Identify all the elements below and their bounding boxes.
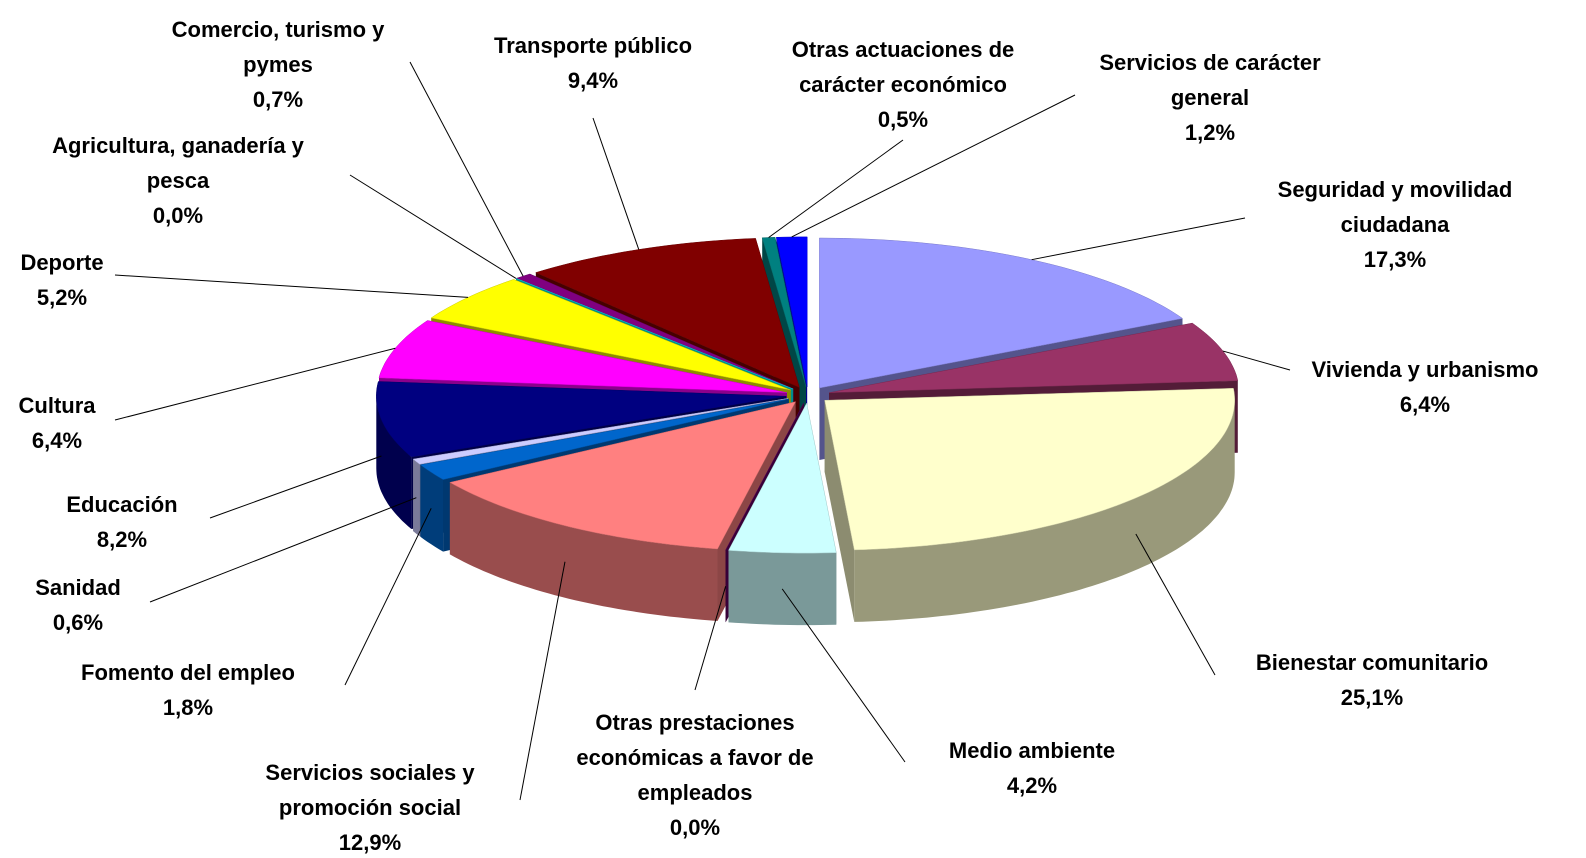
slice-top (725, 402, 805, 551)
slice (728, 402, 837, 626)
slice-value-label: 0,6% (52, 610, 104, 635)
slice-label: Otras prestaciones económicas a favor de… (550, 705, 840, 845)
slice-name: Agricultura, ganadería y pesca (52, 133, 304, 193)
slice-name: Educación (66, 492, 178, 517)
slice-label: Vivienda y urbanismo 6,4% (1280, 352, 1570, 422)
slice-name: Sanidad (35, 575, 121, 600)
slice-label: Servicios sociales y promoción social 12,… (235, 755, 505, 858)
slice-name: Deporte (20, 250, 104, 275)
slice-outer-wall (413, 459, 420, 537)
slice-value-label: 17,3% (1363, 247, 1427, 272)
slice-value-label: 0,7% (252, 87, 304, 112)
slice-outer-wall (449, 482, 718, 621)
slice-outer-wall (854, 400, 1235, 622)
slice-top (775, 236, 808, 387)
slice-name: Comercio, turismo y pymes (171, 17, 385, 77)
slice-value-label: 0,5% (877, 107, 929, 132)
slice-label: Medio ambiente 4,2% (922, 733, 1142, 803)
slice-label: Transporte público 9,4% (463, 28, 723, 98)
slice-name: Vivienda y urbanismo (1311, 357, 1539, 382)
slice-value-label: 0,0% (669, 815, 721, 840)
leader-line (694, 586, 727, 691)
leader-line (409, 61, 524, 277)
slice-name: Otras actuaciones de carácter económico (791, 37, 1015, 97)
slice-top (819, 237, 1184, 389)
slice-value-label: 25,1% (1340, 685, 1404, 710)
slice-label: Agricultura, ganadería y pesca 0,0% (18, 128, 338, 233)
leader-line (768, 139, 904, 238)
leader-line (344, 508, 432, 686)
leader-line (1135, 533, 1216, 676)
leader-line (114, 274, 469, 298)
leader-line (209, 455, 382, 519)
slice-value-label: 6,4% (31, 428, 83, 453)
slice-name: Transporte público (493, 33, 693, 58)
leader-line (519, 561, 566, 801)
slice-value-label: 5,2% (36, 285, 88, 310)
slice-label: Educación 8,2% (47, 487, 197, 557)
slice-name: Seguridad y movilidad ciudadana (1277, 177, 1513, 237)
slice-name: Medio ambiente (948, 738, 1116, 763)
slice-value-label: 4,2% (1006, 773, 1058, 798)
slice-label: Otras actuaciones de carácter económico 0… (758, 32, 1048, 137)
slice-value-label: 12,9% (338, 830, 402, 855)
slice-value-label: 0,0% (152, 203, 204, 228)
slice-name: Servicios sociales y promoción social (265, 760, 475, 820)
slice-label: Fomento del empleo 1,8% (48, 655, 328, 725)
slice-value-label: 1,2% (1184, 120, 1236, 145)
slice-name: Fomento del empleo (81, 660, 295, 685)
slice-value-label: 1,8% (162, 695, 214, 720)
slice-label: Comercio, turismo y pymes 0,7% (143, 12, 413, 117)
slice-name: Otras prestaciones económicas a favor de… (576, 710, 814, 805)
slice-top (376, 381, 787, 458)
slice-top (824, 388, 1235, 551)
slice-name: Bienestar comunitario (1255, 650, 1489, 675)
slice-value-label: 9,4% (567, 68, 619, 93)
slice-top (728, 402, 837, 554)
slice-name: Cultura (18, 393, 96, 418)
leader-line (781, 588, 906, 763)
slice-label: Sanidad 0,6% (18, 570, 138, 640)
leader-line (149, 497, 417, 603)
slice-outer-wall (420, 464, 444, 552)
slice-top (378, 320, 788, 393)
leader-line (791, 94, 1076, 238)
slice-outer-wall (376, 396, 412, 529)
slice-label: Cultura 6,4% (2, 388, 112, 458)
slice-value-label: 8,2% (96, 527, 148, 552)
slice-top (430, 279, 791, 391)
slice-label: Bienestar comunitario 25,1% (1222, 645, 1522, 715)
leader-line (1031, 217, 1246, 261)
slice-label: Seguridad y movilidad ciudadana 17,3% (1245, 172, 1545, 277)
slice-value-label: 6,4% (1399, 392, 1451, 417)
slice-side-wall (824, 400, 855, 622)
slice-top (419, 398, 789, 480)
slice-label: Servicios de carácter general 1,2% (1065, 45, 1355, 150)
slice-label: Deporte 5,2% (7, 245, 117, 315)
leader-line (349, 174, 517, 279)
slice-top (412, 398, 789, 465)
leader-line (114, 347, 396, 421)
slice-outer-wall (728, 550, 837, 626)
leader-line (1222, 350, 1291, 371)
slice-name: Servicios de carácter general (1099, 50, 1321, 110)
slice (824, 388, 1235, 622)
slice-top (535, 238, 800, 388)
slice-top (449, 401, 797, 550)
leader-line (592, 117, 640, 250)
